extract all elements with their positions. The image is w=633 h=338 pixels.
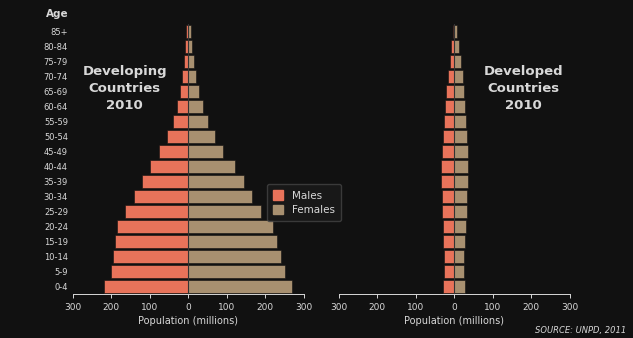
Bar	[454, 145, 468, 158]
Bar	[454, 250, 464, 263]
Bar	[189, 160, 234, 173]
Bar	[444, 115, 454, 128]
Bar	[454, 175, 468, 188]
Bar	[454, 55, 461, 68]
Bar	[189, 115, 208, 128]
Bar	[445, 100, 454, 113]
Bar	[454, 115, 467, 128]
Bar	[189, 55, 194, 68]
Bar	[453, 25, 454, 38]
Bar	[167, 130, 189, 143]
X-axis label: Population (millions): Population (millions)	[404, 316, 504, 326]
Bar	[454, 25, 457, 38]
Bar	[113, 250, 189, 263]
Bar	[185, 40, 189, 53]
Bar	[454, 100, 465, 113]
Bar	[444, 265, 454, 278]
Bar	[173, 115, 189, 128]
Bar	[189, 130, 215, 143]
Bar	[442, 190, 454, 203]
Bar	[189, 220, 273, 233]
Bar	[442, 130, 454, 143]
Bar	[182, 70, 189, 83]
Bar	[111, 265, 189, 278]
Bar	[441, 175, 454, 188]
Bar	[454, 190, 467, 203]
Bar	[189, 70, 196, 83]
Bar	[189, 205, 261, 218]
Bar	[443, 235, 454, 248]
Bar	[454, 220, 466, 233]
Bar	[446, 84, 454, 98]
Bar	[449, 55, 454, 68]
Bar	[189, 100, 203, 113]
Bar	[125, 205, 189, 218]
Bar	[134, 190, 189, 203]
Bar	[441, 160, 454, 173]
Bar	[454, 40, 459, 53]
Bar	[454, 235, 465, 248]
Bar	[444, 250, 454, 263]
Bar	[104, 280, 189, 293]
Bar	[442, 220, 454, 233]
Bar	[189, 280, 292, 293]
Bar	[442, 205, 454, 218]
Bar	[443, 280, 454, 293]
Bar	[117, 220, 189, 233]
Bar	[189, 250, 281, 263]
Bar	[454, 205, 467, 218]
Bar	[189, 190, 252, 203]
Bar	[186, 25, 189, 38]
Text: Age: Age	[46, 9, 69, 19]
Bar	[189, 265, 285, 278]
Bar	[454, 280, 465, 293]
Bar	[189, 175, 244, 188]
Text: SOURCE: UNPD, 2011: SOURCE: UNPD, 2011	[536, 325, 627, 335]
Bar	[189, 25, 191, 38]
Bar	[454, 130, 467, 143]
Bar	[180, 84, 189, 98]
Bar	[189, 84, 199, 98]
Bar	[454, 160, 468, 173]
Legend: Males, Females: Males, Females	[266, 184, 341, 221]
Bar	[142, 175, 189, 188]
Bar	[454, 70, 463, 83]
Bar	[451, 40, 454, 53]
Bar	[189, 40, 192, 53]
Text: Developed
Countries
2010: Developed Countries 2010	[484, 65, 563, 112]
X-axis label: Population (millions): Population (millions)	[139, 316, 238, 326]
Bar	[442, 145, 454, 158]
Bar	[177, 100, 189, 113]
Bar	[448, 70, 454, 83]
Bar	[454, 265, 464, 278]
Bar	[160, 145, 189, 158]
Bar	[150, 160, 189, 173]
Bar	[184, 55, 189, 68]
Bar	[115, 235, 189, 248]
Text: Developing
Countries
2010: Developing Countries 2010	[82, 65, 167, 112]
Bar	[189, 145, 223, 158]
Bar	[454, 84, 464, 98]
Bar	[189, 235, 277, 248]
